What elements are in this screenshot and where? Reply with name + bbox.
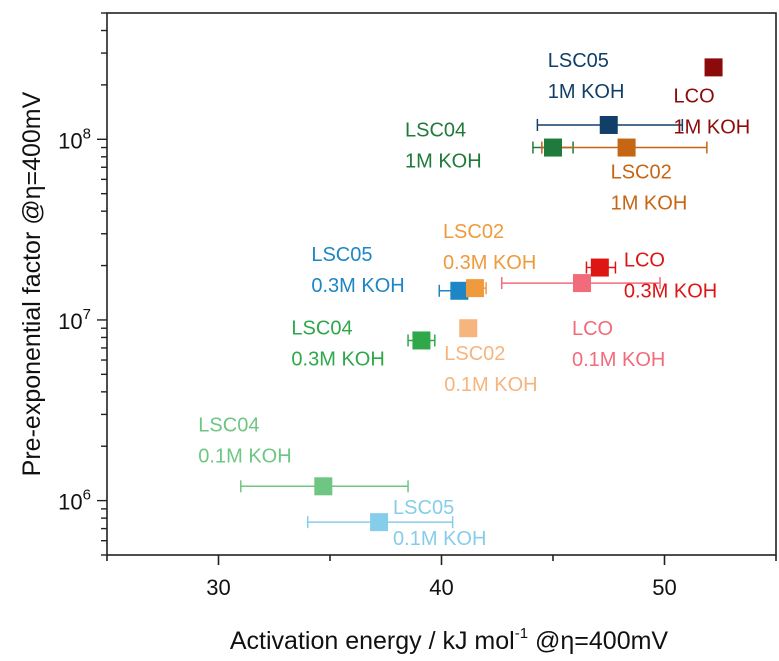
data-point-label: LCO 0.1M KOH (572, 318, 665, 371)
x-tick-label: 30 (206, 575, 230, 600)
data-point-label-line: LSC04 (291, 317, 352, 339)
data-point-label: LSC05 1M KOH (548, 50, 625, 103)
data-point-label: LSC04 0.3M KOH (291, 317, 384, 370)
data-point-label: LSC02 0.3M KOH (443, 221, 536, 274)
data-point-label-line: LSC02 (611, 162, 672, 184)
data-point-label-line: 1M KOH (405, 151, 482, 173)
data-point-label-line: 1M KOH (611, 193, 688, 215)
data-point-marker (704, 58, 723, 77)
x-axis-ticks: 30 40 50 (106, 555, 777, 600)
data-point-label: LCO 1M KOH (674, 85, 751, 138)
data-point-label: LSC04 1M KOH (405, 120, 482, 173)
y-tick-label-exponent: 8 (83, 125, 91, 142)
data-point-label-line: LCO (674, 85, 715, 107)
data-point-label-line: LSC05 (311, 244, 372, 266)
data-point-label-line: LSC02 (444, 343, 505, 365)
data-point-label: LSC02 1M KOH (611, 162, 688, 215)
data-point-marker (459, 319, 478, 338)
data-point-label-line: 1M KOH (674, 116, 751, 138)
data-point-marker (599, 115, 618, 134)
y-tick-label-base: 10 (58, 128, 82, 153)
data-point-label-line: 0.1M KOH (198, 445, 291, 467)
x-tick-label: 40 (429, 575, 453, 600)
y-tick-label-exponent: 6 (83, 487, 91, 504)
data-point-label-line: 0.1M KOH (572, 349, 665, 371)
data-point-label-line: 0.1M KOH (444, 374, 537, 396)
data-point-label-line: LSC05 (548, 50, 609, 72)
data-point-marker (465, 279, 484, 298)
data-point-label: LSC04 0.1M KOH (198, 414, 291, 467)
data-point-marker (370, 513, 389, 532)
data-point-label-line: LCO (624, 250, 665, 272)
data-point-label: LCO 0.3M KOH (624, 250, 717, 303)
y-tick-label: 108 (58, 125, 91, 153)
y-tick-label-base: 10 (58, 309, 82, 334)
x-axis-title-superscript: -1 (515, 625, 528, 642)
data-point-label-line: 0.3M KOH (624, 281, 717, 303)
data-point-marker (544, 138, 562, 157)
data-points (314, 58, 723, 532)
x-axis-title-suffix: @η=400mV (528, 627, 668, 655)
data-point-marker (450, 281, 469, 300)
data-point-marker (590, 258, 609, 277)
data-point-marker (314, 477, 333, 496)
x-axis-title: Activation energy / kJ mol-1 @η=400mV (230, 625, 669, 655)
data-point-label: LSC05 0.3M KOH (311, 244, 404, 297)
y-axis-title: Pre-exponential factor @η=400mV (18, 91, 46, 476)
data-point-label-line: LSC04 (405, 120, 466, 142)
data-point-marker (617, 138, 636, 157)
x-tick-label: 50 (652, 575, 676, 600)
data-point-label: LSC05 0.1M KOH (393, 497, 486, 550)
y-tick-label-base: 10 (58, 490, 82, 515)
y-tick-label-exponent: 7 (83, 306, 91, 323)
data-point-label-line: LCO (572, 318, 613, 340)
data-point-label-line: 0.3M KOH (443, 252, 536, 274)
data-point-label-line: 1M KOH (548, 81, 625, 103)
y-tick-label: 106 (58, 487, 91, 515)
data-point-label-line: 0.3M KOH (311, 275, 404, 297)
data-point-label: LSC02 0.1M KOH (444, 343, 537, 396)
y-tick-label: 107 (58, 306, 91, 334)
data-point-label-line: LSC02 (443, 221, 504, 243)
data-point-label-line: LSC04 (198, 414, 259, 436)
data-point-marker (412, 331, 431, 350)
data-point-label-line: 0.3M KOH (291, 348, 384, 370)
data-point-label-line: 0.1M KOH (393, 528, 486, 550)
x-axis-title-main: Activation energy / kJ mol (230, 627, 515, 655)
data-point-label-line: LSC05 (393, 497, 454, 519)
data-point-marker (572, 274, 591, 293)
